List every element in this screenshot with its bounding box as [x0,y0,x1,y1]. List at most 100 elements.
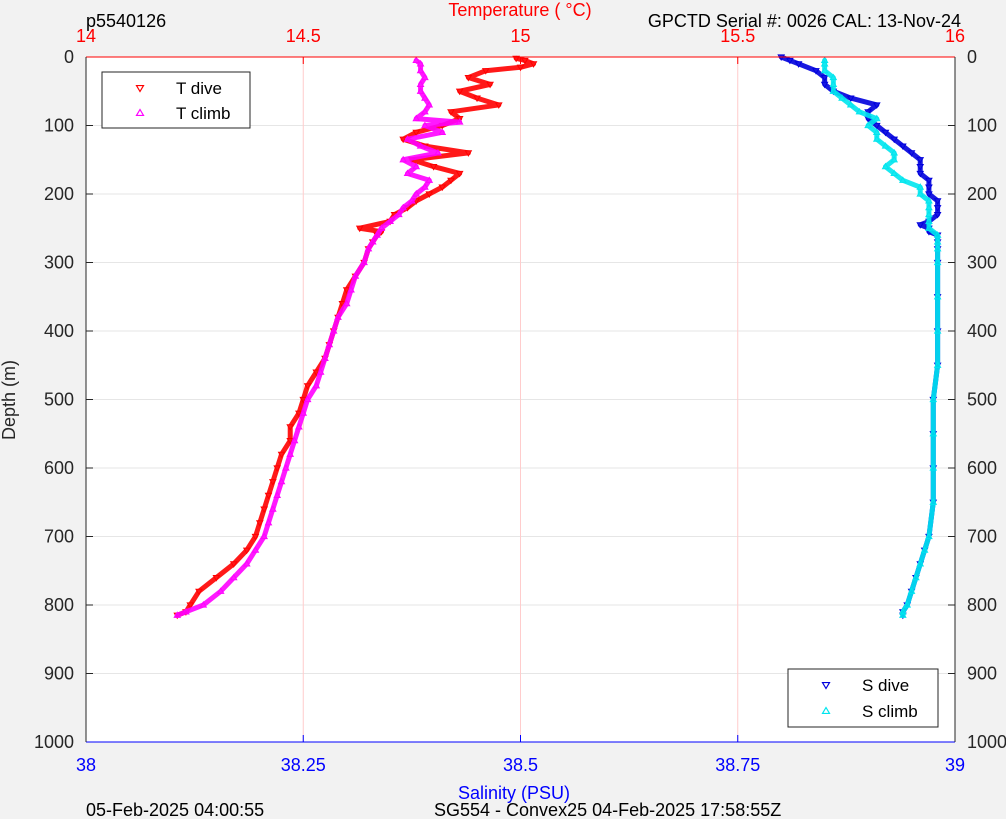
profile-id: p5540126 [86,11,166,31]
data-point-s-climb [898,611,907,618]
data-point-t-dive [520,57,529,65]
data-point-s-climb [916,183,925,190]
data-point-s-dive [794,61,803,68]
depth-tick-label-left: 400 [44,321,74,341]
data-point-t-dive [303,383,312,390]
sensor-serial-label: GPCTD Serial #: 0026 CAL: 13-Nov-24 [648,11,961,31]
data-point-s-dive [933,198,942,205]
legend-label-t-climb: T climb [176,104,230,123]
data-point-t-climb [425,100,434,108]
data-point-t-climb [416,80,425,87]
data-point-s-climb [925,224,933,231]
data-point-s-climb [912,573,920,581]
data-point-t-dive [251,533,260,541]
data-point-s-climb [925,532,933,540]
data-point-t-dive [512,55,521,63]
data-point-t-climb [421,183,429,190]
data-point-s-climb [881,142,890,149]
tick-labels: 0 0 100 100 200 200 300 300 400 400 500 500 600 600 70… [34,26,1006,775]
data-point-t-dive [447,177,455,185]
data-point-t-climb [434,148,442,156]
data-point-s-climb [925,217,933,224]
data-point-s-climb [898,176,907,183]
data-point-s-climb [933,231,942,238]
data-point-t-climb [412,162,421,170]
data-point-s-climb [929,464,938,471]
data-point-t-dive [286,424,295,431]
data-point-t-dive [447,109,455,116]
data-point-s-dive [812,68,820,75]
data-point-s-dive [872,122,881,130]
data-point-t-climb [299,409,308,416]
depth-tick-label-right: 300 [967,253,997,273]
mission-label: SG554 - Convex25 04-Feb-2025 17:58:55Z [434,800,781,819]
data-point-t-climb [368,237,377,245]
data-point-t-climb [416,87,425,94]
data-point-t-climb [347,285,355,293]
data-point-s-dive [820,74,829,82]
data-point-t-dive [229,561,238,568]
data-point-s-climb [829,73,838,81]
temperature-axis-label: Temperature ( °C) [448,0,591,20]
data-point-s-climb [933,292,942,300]
legend-marker-shape [135,108,145,117]
data-point-t-climb [334,313,342,320]
data-point-t-dive [516,64,525,72]
depth-tick-label-left: 1000 [34,732,74,752]
data-series [173,54,942,620]
depth-tick-label-left: 200 [44,184,74,204]
data-point-t-climb [329,327,338,334]
legend-label-s-dive: S dive [862,676,909,695]
data-point-t-dive [399,136,408,144]
temperature-tick-label: 15.5 [720,26,755,46]
salinity-tick-label: 38 [76,755,96,775]
data-point-t-climb [216,587,225,594]
depth-tick-label-right: 400 [967,321,997,341]
axes [85,56,956,743]
data-point-t-dive [486,81,494,89]
data-point-t-climb [290,436,299,444]
depth-tick-label-right: 500 [967,390,997,410]
data-point-t-climb [386,217,395,224]
data-point-t-climb [421,94,429,101]
data-point-s-climb [881,162,890,170]
salinity-legend: S dive S climb [787,668,939,728]
salinity-tick-label: 39 [945,755,965,775]
data-point-s-dive [933,205,942,212]
temperature-tick-label: 16 [945,26,965,46]
data-point-t-dive [455,88,464,96]
data-point-s-climb [872,135,881,142]
salinity-tick-label: 38.5 [503,755,538,775]
data-point-s-climb [855,107,864,115]
depth-tick-label-left: 500 [44,390,74,410]
data-point-s-climb [925,210,933,218]
legend-label-t-dive: T dive [176,79,222,98]
data-point-s-dive [916,170,925,178]
data-point-t-dive [195,588,203,596]
data-point-t-dive [186,602,195,609]
data-point-s-dive [916,164,925,171]
data-point-s-climb [846,100,855,108]
data-point-t-dive [295,410,303,418]
data-point-t-dive [464,74,473,82]
data-point-s-climb [838,94,846,101]
data-point-t-dive [355,225,364,233]
data-point-t-dive [464,150,473,157]
depth-tick-label-right: 1000 [967,732,1006,752]
depth-tick-label-right: 700 [967,527,997,547]
data-point-t-climb [264,518,273,526]
series-s-climb [820,56,942,618]
data-point-s-dive [916,222,925,229]
data-point-t-climb [182,607,190,615]
data-point-t-climb [260,532,269,540]
data-point-t-dive [264,492,273,500]
data-point-s-climb [820,66,829,74]
data-point-t-dive [273,465,282,472]
data-point-t-dive [299,396,308,404]
salinity-tick-label: 38.25 [281,755,326,775]
data-point-s-dive [925,177,933,185]
data-point-t-climb [251,546,260,553]
data-point-t-climb [394,210,403,218]
depth-tick-label-right: 0 [967,47,977,67]
data-point-t-dive [455,170,464,178]
